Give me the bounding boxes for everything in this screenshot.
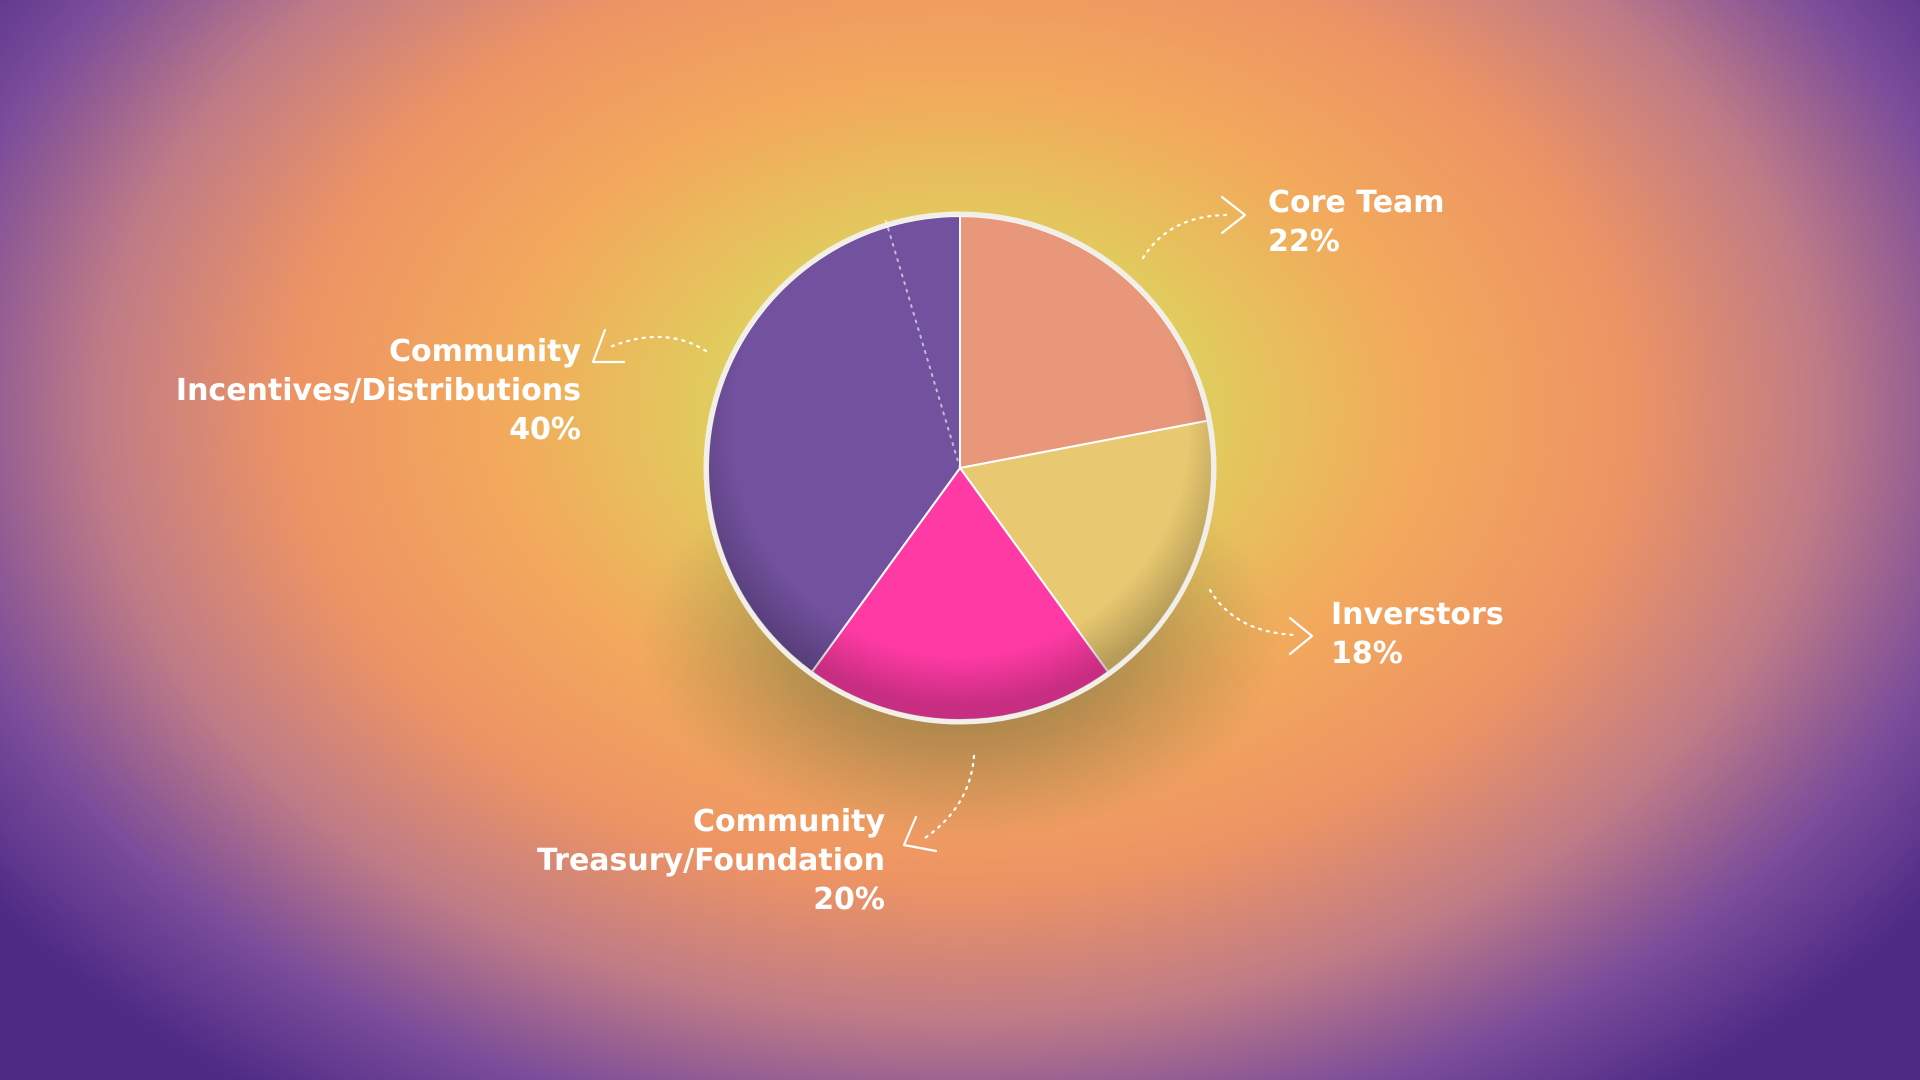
pie-border — [703, 211, 1217, 725]
label-community-treasury-line1: Community — [692, 804, 885, 839]
label-inverstors: Inverstors 18% — [1331, 595, 1504, 673]
pie-dotted-guide — [884, 217, 961, 469]
label-community-incentives-value: 40% — [509, 412, 581, 447]
label-community-treasury-value: 20% — [813, 882, 885, 917]
label-core-team-value: 22% — [1268, 224, 1340, 259]
label-community-incentives: Community Incentives/Distributions 40% — [176, 332, 581, 449]
label-core-team-name: Core Team — [1268, 185, 1445, 220]
label-inverstors-value: 18% — [1331, 636, 1403, 671]
label-community-incentives-line2: Incentives/Distributions — [175, 373, 581, 408]
arrow-community-incentives — [591, 328, 708, 364]
label-core-team: Core Team 22% — [1268, 183, 1445, 261]
arrow-community-treasury — [902, 754, 976, 853]
arrow-core-team — [1141, 195, 1247, 260]
arrow-inverstors — [1208, 588, 1314, 656]
label-community-treasury: Community Treasury/Foundation 20% — [537, 802, 885, 919]
label-community-treasury-line2: Treasury/Foundation — [537, 843, 885, 878]
label-inverstors-name: Inverstors — [1331, 597, 1504, 632]
label-community-incentives-line1: Community — [388, 334, 581, 369]
